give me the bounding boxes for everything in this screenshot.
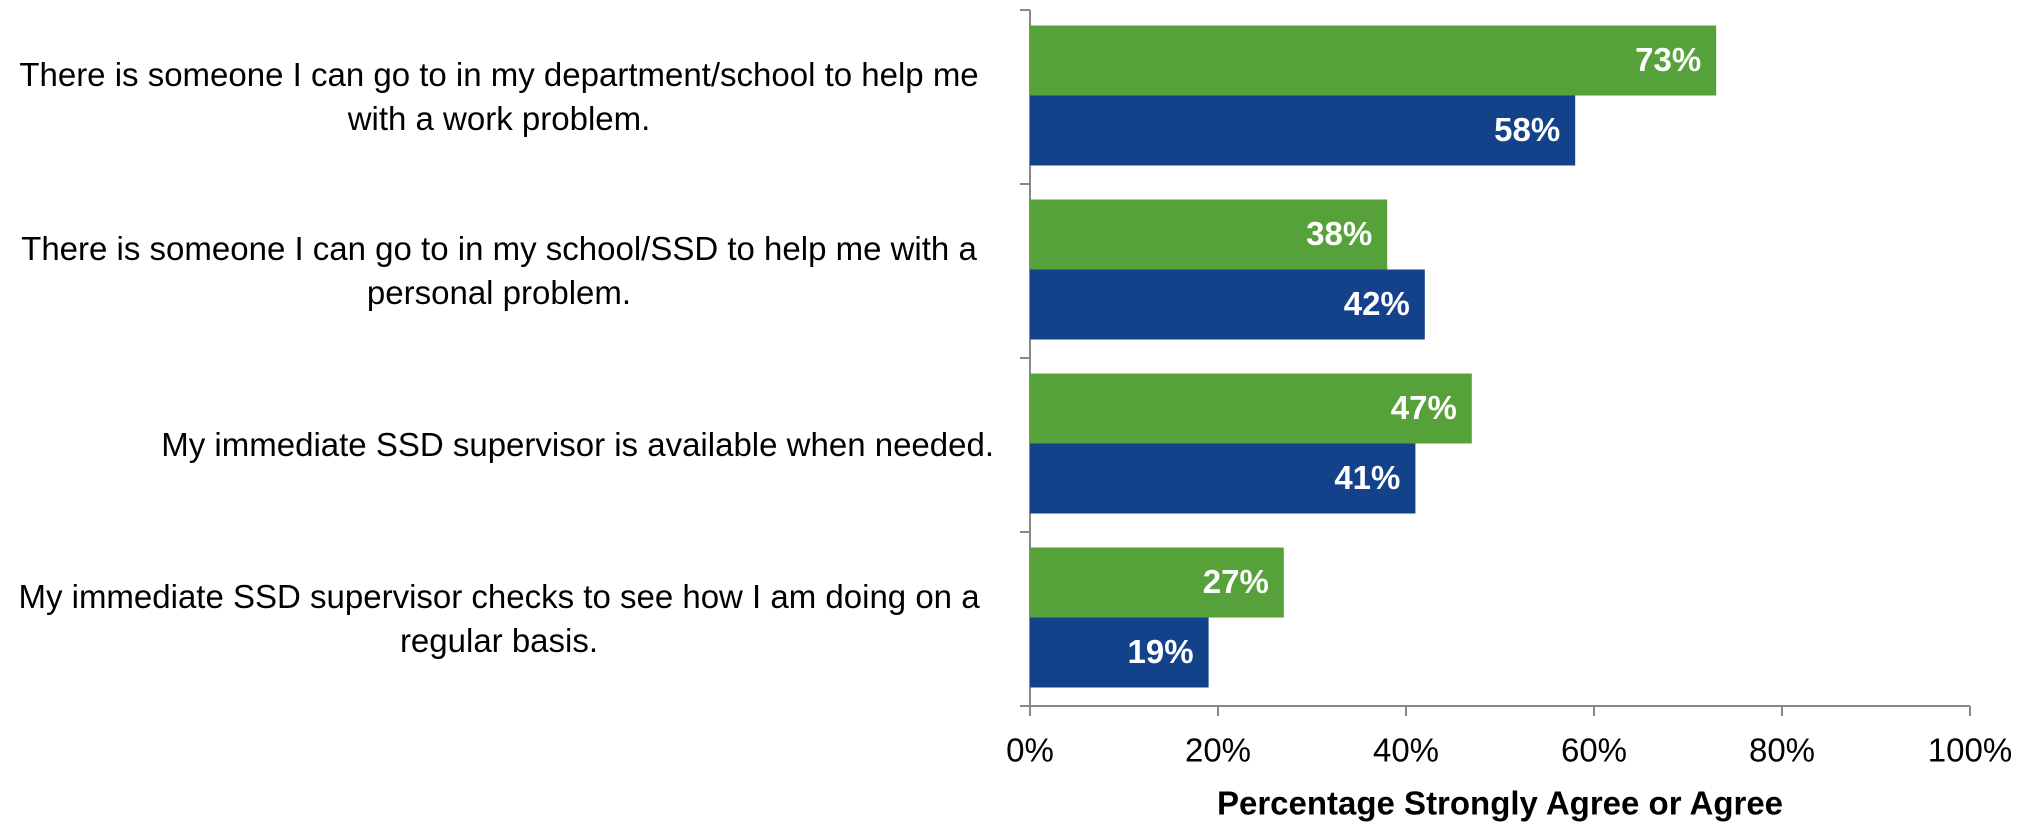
x-tick-label: 80% (1749, 732, 1815, 769)
value-label: 41% (1334, 459, 1400, 496)
y-tick-label: My immediate SSD supervisor checks to se… (18, 578, 980, 659)
x-tick-label: 20% (1185, 732, 1251, 769)
bar (1030, 269, 1425, 340)
bar (1030, 373, 1472, 444)
value-label: 47% (1391, 389, 1457, 426)
bar (1030, 25, 1717, 96)
bar (1030, 547, 1284, 618)
value-label: 19% (1128, 633, 1194, 670)
bar (1030, 443, 1416, 514)
category-label-box: My immediate SSD supervisor is available… (4, 358, 994, 532)
bar (1030, 95, 1576, 166)
y-tick-label: There is someone I can go to in my schoo… (21, 230, 977, 311)
category-label-box: My immediate SSD supervisor checks to se… (4, 532, 994, 706)
x-tick-label: 40% (1373, 732, 1439, 769)
value-label: 38% (1306, 215, 1372, 252)
x-tick-label: 60% (1561, 732, 1627, 769)
x-tick-label: 100% (1928, 732, 2012, 769)
bar (1030, 617, 1209, 688)
value-label: 27% (1203, 563, 1269, 600)
value-label: 58% (1494, 111, 1560, 148)
category-label-box: There is someone I can go to in my schoo… (4, 184, 994, 358)
y-tick-label: My immediate SSD supervisor is available… (161, 426, 994, 463)
x-tick-label: 0% (1006, 732, 1054, 769)
bar (1030, 199, 1388, 270)
category-label-box: There is someone I can go to in my depar… (4, 10, 994, 184)
value-label: 73% (1635, 41, 1701, 78)
value-label: 42% (1344, 285, 1410, 322)
y-tick-label: There is someone I can go to in my depar… (19, 56, 979, 137)
x-axis-label: Percentage Strongly Agree or Agree (1217, 785, 1783, 822)
